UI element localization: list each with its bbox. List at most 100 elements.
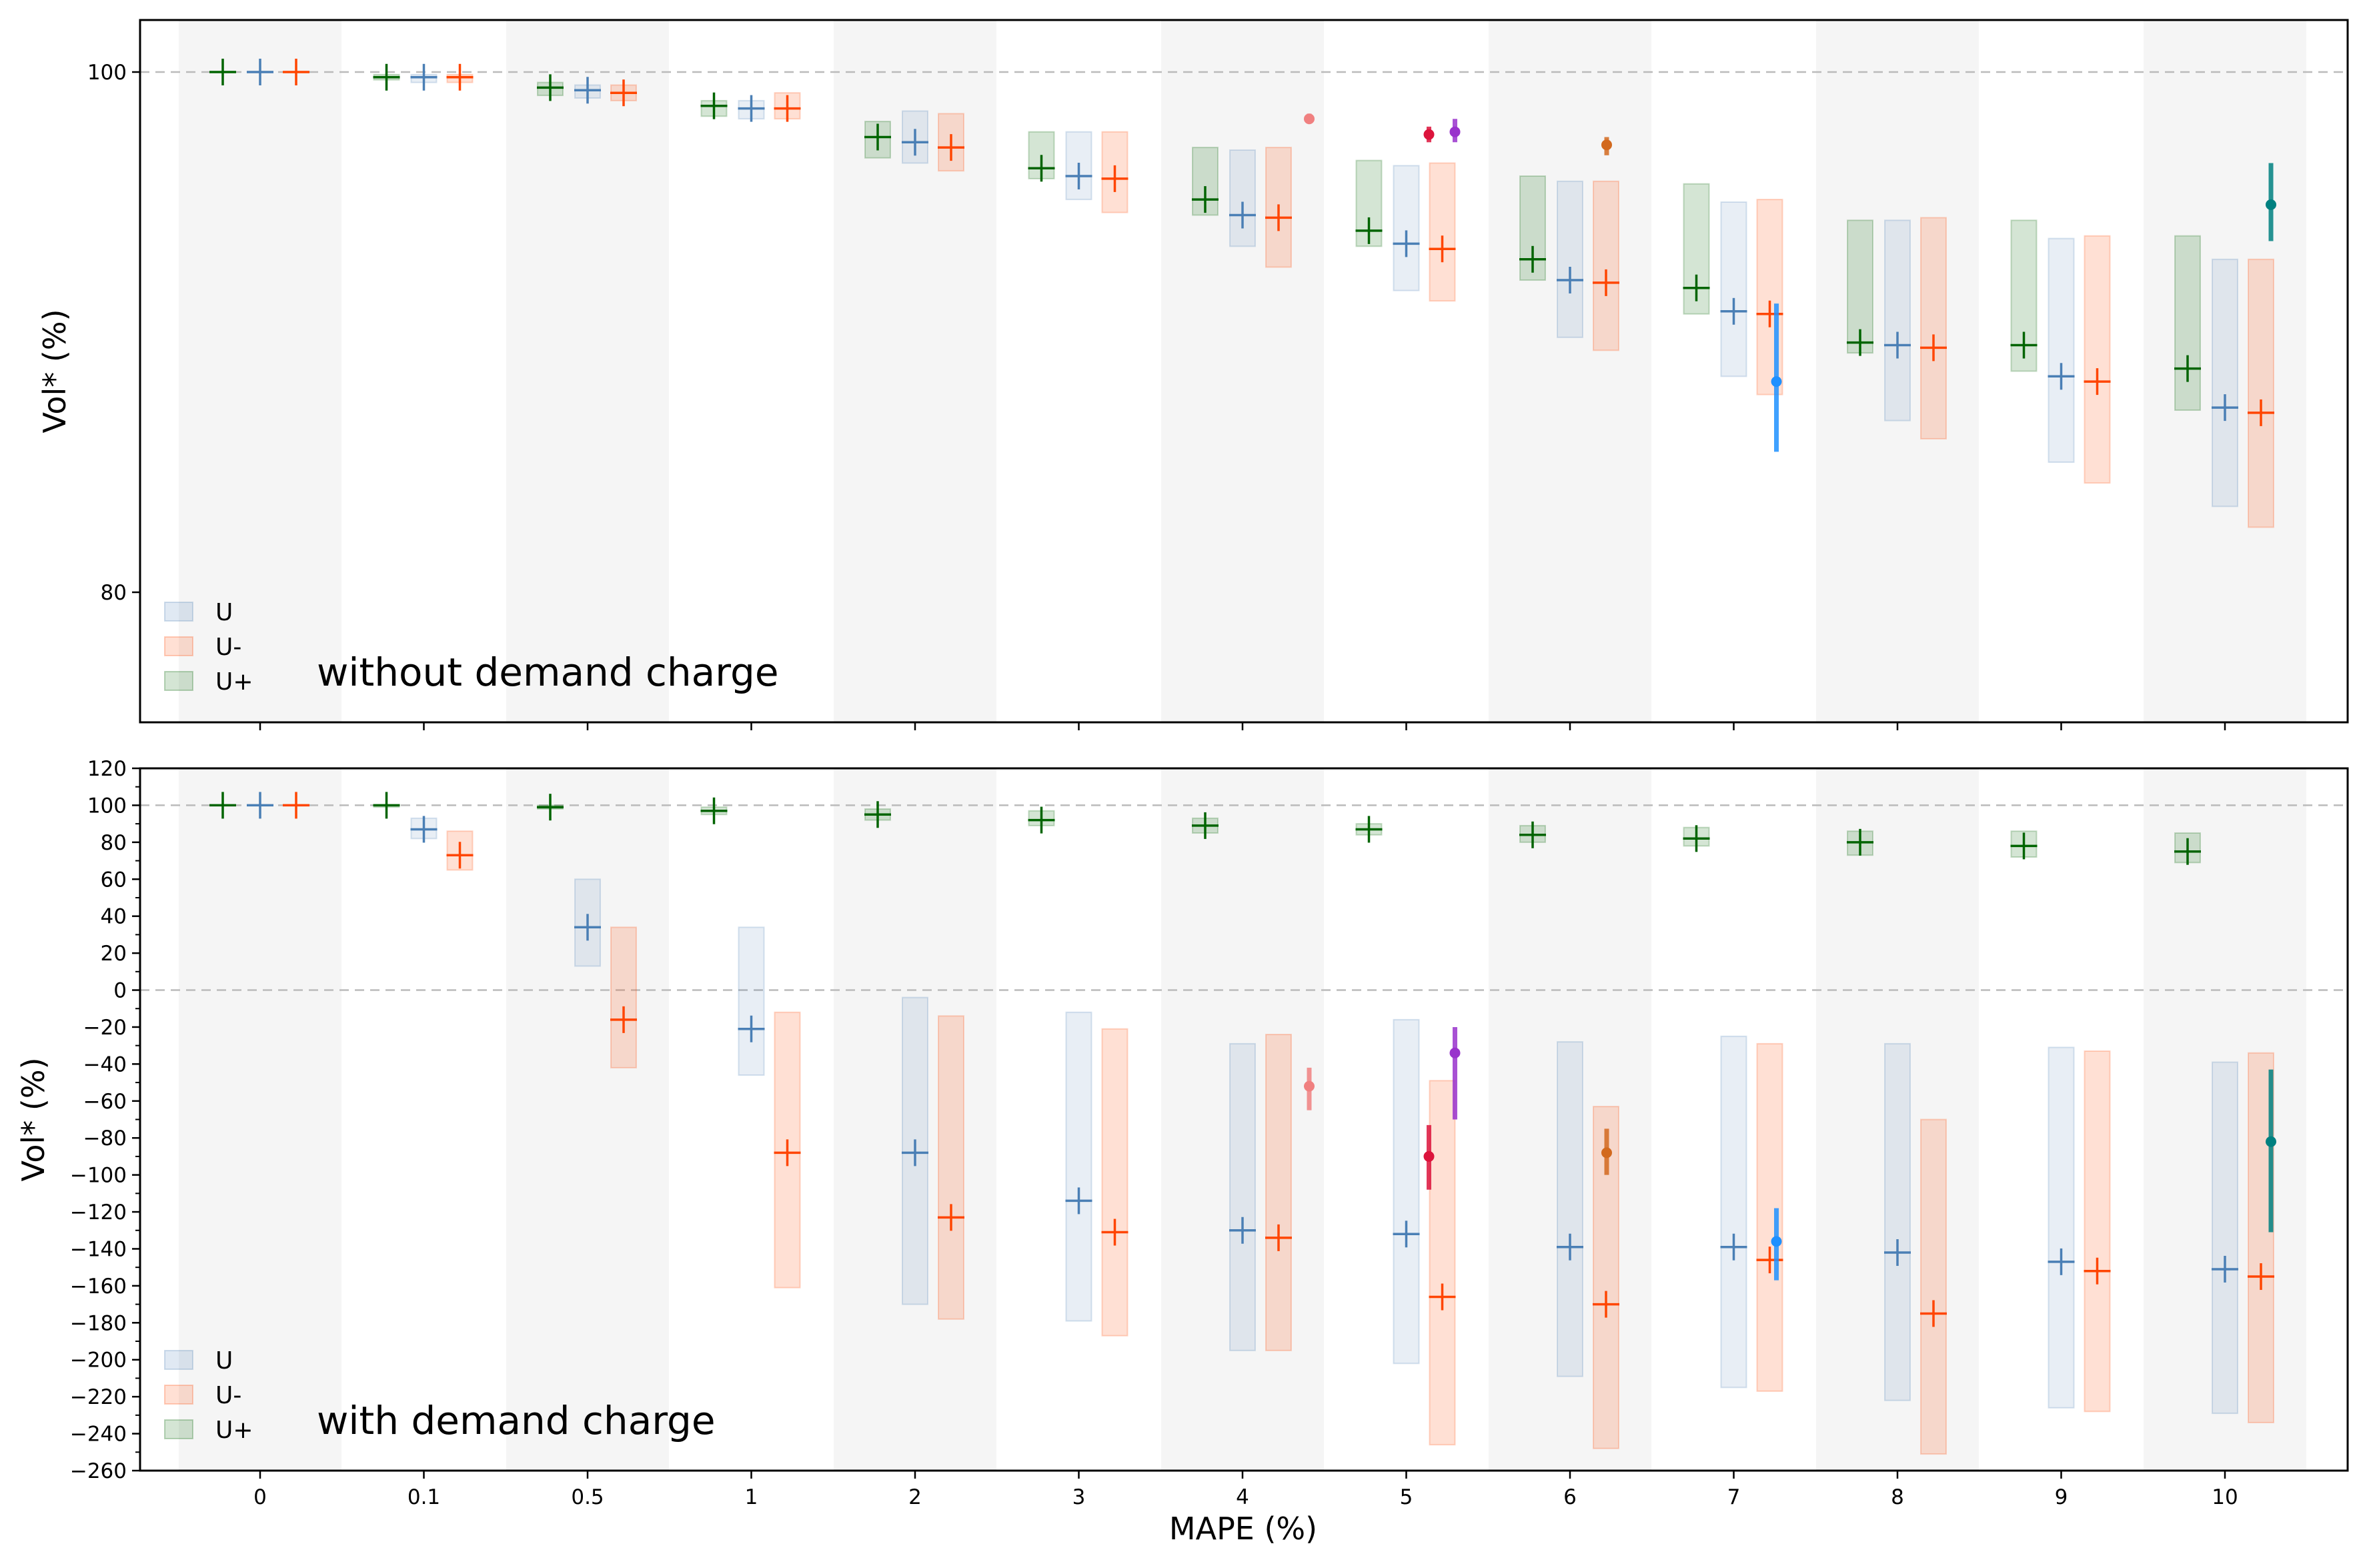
point-marker <box>1423 129 1435 140</box>
y-tick-label: −240 <box>70 1423 127 1447</box>
point-marker <box>1771 376 1782 387</box>
background-band <box>506 768 669 1471</box>
background-band <box>2144 20 2306 722</box>
x-tick-label: 6 <box>1563 1485 1577 1509</box>
interval-box-U <box>2212 258 2238 508</box>
point-marker <box>1601 1147 1612 1158</box>
interval-box-U <box>1229 149 1256 247</box>
interval-box-Uplus <box>2174 235 2201 411</box>
y-tick-label: 0 <box>113 979 127 1003</box>
legend-swatch <box>164 1419 193 1439</box>
x-axis-label: MAPE (%) <box>1169 1511 1317 1547</box>
interval-box-U <box>1720 1035 1747 1389</box>
y-tick-label: −140 <box>70 1237 127 1261</box>
y-axis-label: Vol* (%) <box>37 309 73 433</box>
interval-box-U <box>1393 165 1420 291</box>
y-axis-label: Vol* (%) <box>15 1057 51 1181</box>
interval-box-U <box>1557 180 1583 338</box>
background-band <box>834 768 996 1471</box>
interval-box-Uminus <box>1265 1034 1292 1351</box>
background-band <box>1489 20 1651 722</box>
legend-label: U <box>215 599 233 626</box>
y-tick-label: 100 <box>87 794 127 818</box>
interval-box-Uminus <box>2248 258 2274 528</box>
interval-box-U <box>1884 219 1911 422</box>
interval-box-Uminus <box>1429 162 1456 302</box>
background-band <box>1489 768 1651 1471</box>
background-band <box>1816 768 1979 1471</box>
legend-swatch <box>164 602 193 622</box>
x-tick-label: 10 <box>2212 1485 2238 1509</box>
interval-box-U <box>2048 237 2075 463</box>
y-tick-label: −40 <box>83 1052 127 1076</box>
y-tick-label: 80 <box>101 831 127 855</box>
interval-box-Uminus <box>610 926 637 1068</box>
interval-box-U <box>1229 1042 1256 1351</box>
interval-box-Uminus <box>1593 180 1619 351</box>
legend-swatch <box>164 1385 193 1405</box>
x-tick-label: 5 <box>1400 1485 1413 1509</box>
point-marker <box>1449 126 1461 137</box>
y-tick-label: −220 <box>70 1385 127 1409</box>
panel-annotation: without demand charge <box>317 650 779 695</box>
y-tick-label: −180 <box>70 1311 127 1335</box>
background-band <box>1816 20 1979 722</box>
x-tick-label: 7 <box>1727 1485 1741 1509</box>
y-tick-label: −160 <box>70 1275 127 1299</box>
point-marker <box>1423 1150 1435 1162</box>
y-tick-label: −20 <box>83 1016 127 1040</box>
point-marker <box>1449 1047 1461 1058</box>
legend-label: U+ <box>215 668 253 696</box>
x-tick-label: 0 <box>253 1485 267 1509</box>
legend-label: U <box>215 1347 233 1375</box>
panel-annotation: with demand charge <box>317 1398 716 1443</box>
interval-box-U <box>738 926 765 1076</box>
interval-box-U <box>2048 1046 2075 1409</box>
interval-box-U <box>2212 1061 2238 1415</box>
y-tick-label: 80 <box>101 581 127 605</box>
background-band <box>2144 768 2306 1471</box>
background-band <box>1161 20 1324 722</box>
y-tick-label: 60 <box>101 868 127 892</box>
interval-box-Uminus <box>1920 217 1947 440</box>
y-tick-label: −120 <box>70 1201 127 1225</box>
background-band <box>179 768 341 1471</box>
y-tick-label: −60 <box>83 1090 127 1114</box>
y-tick-label: −80 <box>83 1126 127 1150</box>
background-band <box>1161 768 1324 1471</box>
interval-box-U <box>1393 1018 1420 1365</box>
interval-box-U <box>1720 201 1747 377</box>
interval-box-Uminus <box>1101 1028 1128 1337</box>
legend-label: U- <box>215 634 241 661</box>
point-marker <box>1601 139 1612 151</box>
y-tick-label: 100 <box>87 61 127 85</box>
legend-swatch <box>164 671 193 691</box>
interval-box-Uminus <box>2084 235 2111 484</box>
y-tick-label: 20 <box>101 942 127 966</box>
top-panel: 80 100 Vol* (%) U U- U+ without demand charge <box>37 19 2349 730</box>
point-marker <box>2266 1136 2276 1147</box>
point-marker <box>1304 1080 1315 1092</box>
x-tick-label: 8 <box>1891 1485 1904 1509</box>
point-marker <box>1304 113 1315 125</box>
interval-box-Uminus <box>1920 1118 1947 1455</box>
legend-label: U+ <box>215 1417 253 1444</box>
x-tick-label: 3 <box>1072 1485 1086 1509</box>
x-tick-label: 0.5 <box>571 1485 604 1509</box>
legend-swatch <box>164 636 193 656</box>
y-tick-label: −260 <box>70 1459 127 1483</box>
interval-box-U <box>1065 1011 1092 1322</box>
background-band <box>179 20 341 722</box>
point-marker <box>2266 199 2276 210</box>
interval-box-Uminus <box>938 1015 964 1320</box>
interval-box-Uminus <box>1429 1080 1456 1446</box>
x-tick-label: 1 <box>745 1485 758 1509</box>
y-tick-label: −100 <box>70 1164 127 1188</box>
y-tick-label: 40 <box>101 905 127 929</box>
y-tick-label: 120 <box>87 757 127 781</box>
legend-swatch <box>164 1350 193 1370</box>
x-tick-label: 4 <box>1236 1485 1249 1509</box>
axes-frame <box>139 19 2349 724</box>
interval-box-U <box>1557 1041 1583 1377</box>
